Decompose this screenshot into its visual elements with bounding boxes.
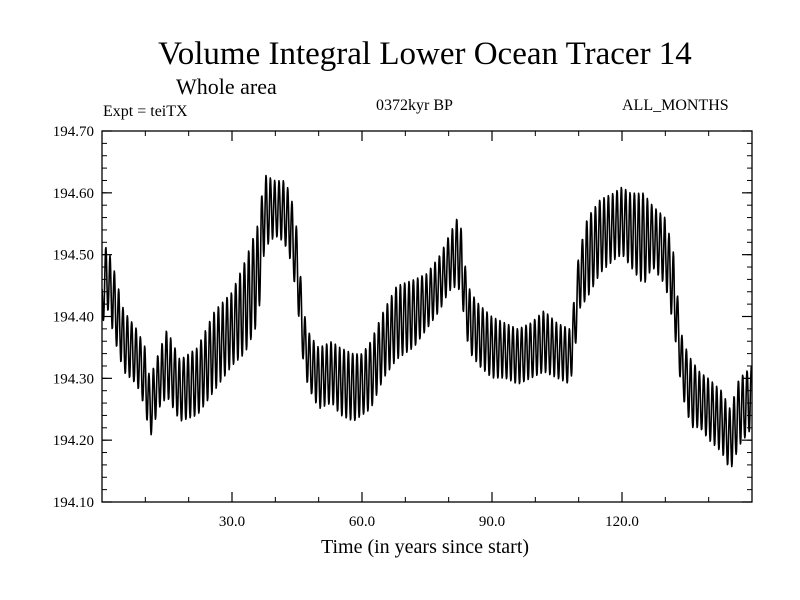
y-tick-label: 194.50	[53, 248, 94, 264]
plot-frame	[101, 130, 753, 503]
y-tick-label: 194.10	[53, 495, 94, 511]
y-tick-label: 194.40	[53, 310, 94, 326]
x-tick-label: 90.0	[479, 514, 505, 530]
chart-subtitle: Whole area	[176, 74, 277, 99]
x-tick-label: 30.0	[219, 514, 245, 530]
y-tick-label: 194.30	[53, 371, 94, 387]
x-tick-label: 120.0	[605, 514, 639, 530]
series-line-0	[102, 174, 752, 468]
period-label: 0372kyr BP	[376, 97, 453, 114]
chart-title: Volume Integral Lower Ocean Tracer 14	[158, 36, 692, 72]
y-tick-label: 194.60	[53, 186, 94, 202]
series-layer	[102, 174, 752, 468]
x-axis-label: Time (in years since start)	[320, 536, 530, 558]
experiment-label: Expt = teiTX	[103, 103, 188, 120]
months-label: ALL_MONTHS	[622, 97, 729, 114]
y-tick-label: 194.20	[53, 433, 94, 449]
x-tick-label: 60.0	[349, 514, 375, 530]
axes-layer: 194.10 194.20 194.30 194.40 194.50 194.60 194.…	[53, 124, 753, 530]
y-tick-label: 194.70	[53, 124, 94, 140]
